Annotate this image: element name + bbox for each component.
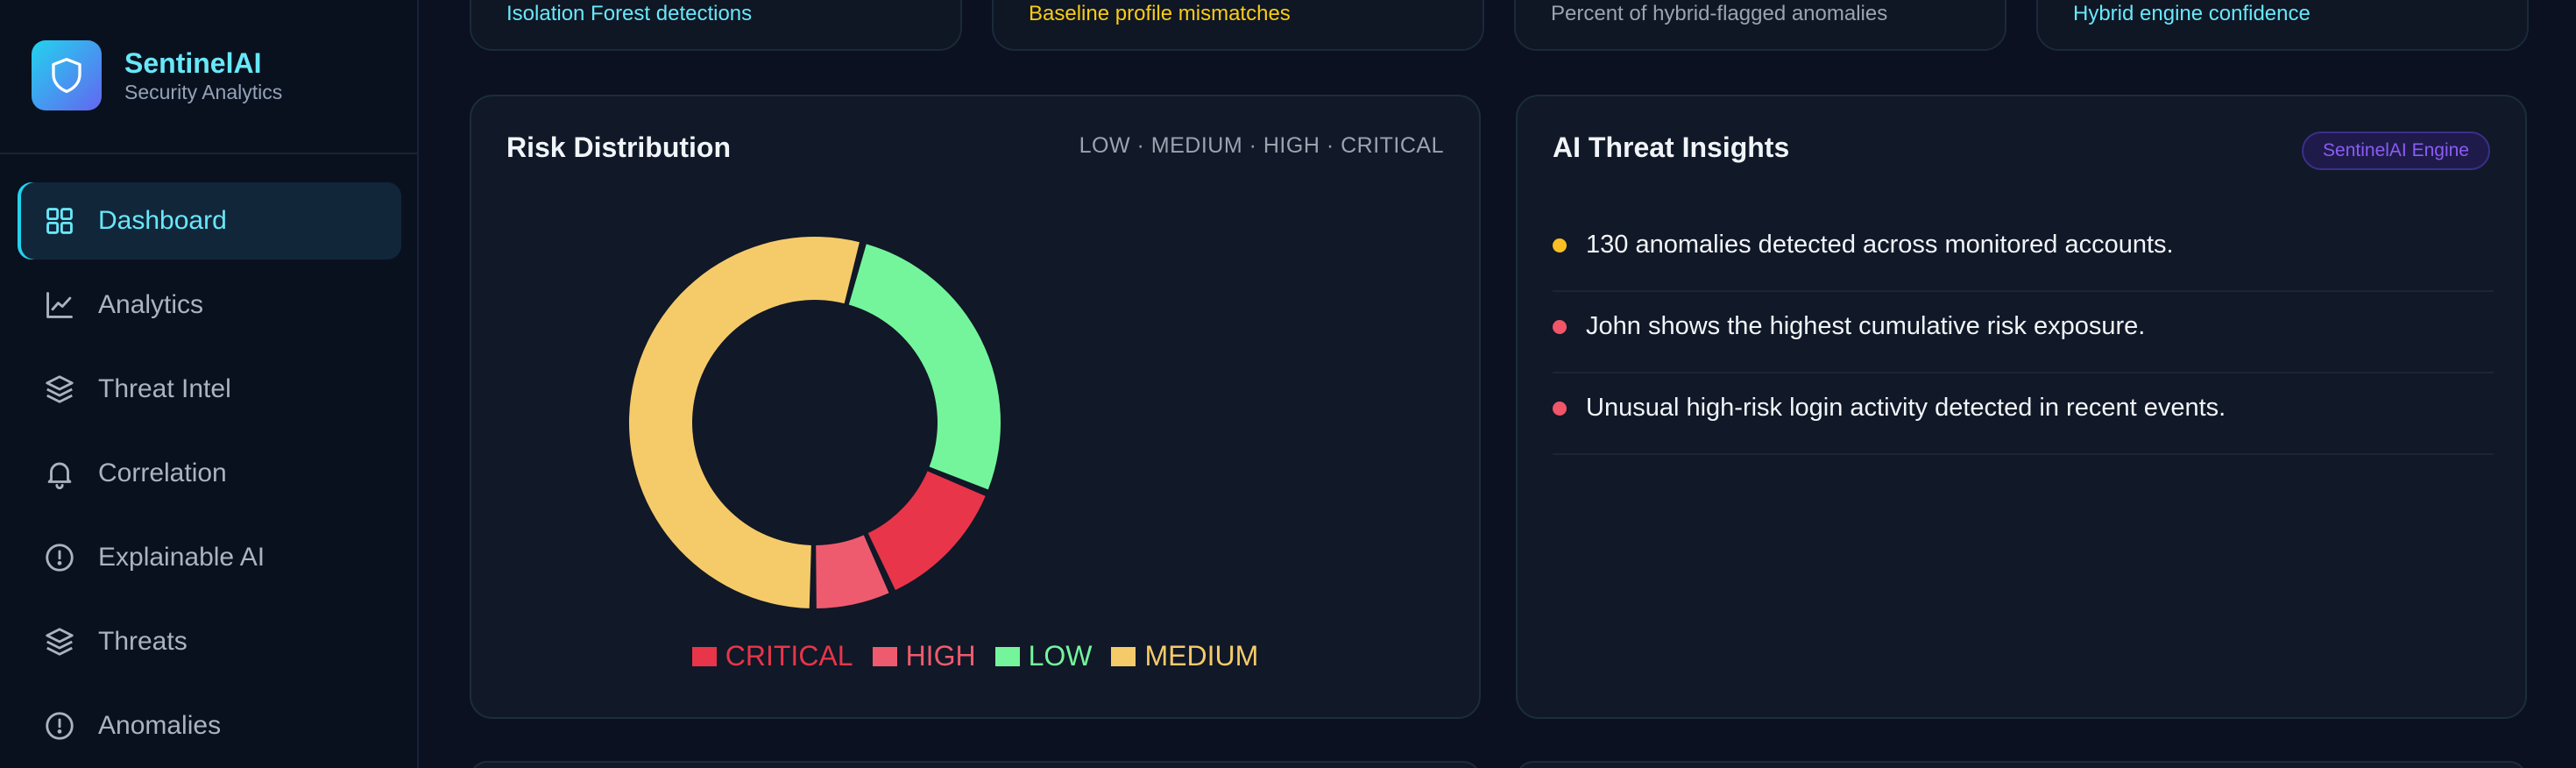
layers-icon	[42, 624, 77, 659]
alert-circle-icon	[42, 708, 77, 743]
risk-distribution-panel: Risk Distribution LOW · MEDIUM · HIGH · …	[470, 95, 1481, 719]
stat-card-caption: Baseline profile mismatches	[1029, 2, 1291, 25]
stat-card-baseline-mismatches: Baseline profile mismatches	[992, 0, 1484, 51]
donut-slice-low[interactable]	[848, 244, 1001, 490]
insight-text: John shows the highest cumulative risk e…	[1586, 312, 2146, 340]
brand-name: SentinelAI	[124, 47, 262, 79]
legend-item-critical[interactable]: CRITICAL	[691, 640, 853, 672]
alert-dot-icon	[1553, 401, 1567, 416]
engine-badge: SentinelAI Engine	[2302, 132, 2490, 170]
sidebar-nav: Dashboard Analytics Threat Intel Correla…	[18, 182, 401, 768]
legend-item-medium[interactable]: MEDIUM	[1111, 640, 1258, 672]
warning-dot-icon	[1553, 238, 1567, 252]
donut-slice-high[interactable]	[816, 535, 889, 608]
donut-slice-critical[interactable]	[867, 471, 986, 591]
legend-swatch	[994, 646, 1020, 666]
layers-icon	[42, 372, 77, 407]
sidebar-item-label: Explainable AI	[98, 543, 265, 572]
risk-legend: CRITICAL HIGH LOW MEDIUM	[471, 640, 1479, 672]
lower-panel-right	[1516, 761, 2527, 768]
insight-item: John shows the highest cumulative risk e…	[1553, 292, 2494, 373]
risk-distribution-title: Risk Distribution	[506, 132, 732, 163]
ai-threat-insights-panel: AI Threat Insights SentinelAI Engine 130…	[1516, 95, 2527, 719]
shield-logo-icon	[32, 40, 102, 110]
legend-swatch	[691, 646, 717, 666]
insight-item: 130 anomalies detected across monitored …	[1553, 210, 2494, 292]
stat-card-caption: Hybrid engine confidence	[2073, 2, 2311, 25]
sidebar-item-label: Dashboard	[98, 206, 227, 235]
main-content: Isolation Forest detections Baseline pro…	[419, 0, 2576, 768]
risk-levels-caption: LOW · MEDIUM · HIGH · CRITICAL	[1079, 133, 1444, 158]
insight-item: Unusual high-risk login activity detecte…	[1553, 373, 2494, 455]
sidebar-item-threats[interactable]: Threats	[18, 603, 401, 680]
legend-label: HIGH	[905, 640, 976, 672]
legend-label: MEDIUM	[1144, 640, 1259, 672]
legend-item-high[interactable]: HIGH	[872, 640, 976, 672]
sidebar-item-label: Threat Intel	[98, 374, 231, 403]
legend-item-low[interactable]: LOW	[994, 640, 1093, 672]
legend-label: LOW	[1028, 640, 1093, 672]
brand[interactable]: SentinelAI Security Analytics	[32, 40, 282, 110]
sidebar-item-analytics[interactable]: Analytics	[18, 267, 401, 344]
donut-slice-medium[interactable]	[629, 237, 860, 608]
sidebar-item-label: Correlation	[98, 459, 227, 487]
sidebar-item-correlation[interactable]: Correlation	[18, 435, 401, 512]
insights-title: AI Threat Insights	[1553, 132, 1790, 163]
insight-text: 130 anomalies detected across monitored …	[1586, 231, 2174, 259]
insight-list: 130 anomalies detected across monitored …	[1553, 210, 2494, 455]
stat-card-engine-confidence: Hybrid engine confidence	[2036, 0, 2529, 51]
legend-swatch	[872, 646, 897, 666]
stat-card-caption: Isolation Forest detections	[506, 2, 753, 25]
grid-icon	[42, 203, 77, 238]
stat-card-caption: Percent of hybrid-flagged anomalies	[1551, 2, 1888, 25]
line-chart-icon	[42, 288, 77, 323]
sidebar-divider	[0, 153, 419, 154]
sidebar: SentinelAI Security Analytics Dashboard …	[0, 0, 419, 768]
stat-card-isolation-forest: Isolation Forest detections	[470, 0, 962, 51]
sidebar-item-anomalies[interactable]: Anomalies	[18, 687, 401, 764]
risk-donut-chart	[629, 237, 1001, 608]
sidebar-item-label: Analytics	[98, 290, 204, 319]
legend-label: CRITICAL	[725, 640, 853, 672]
sidebar-item-label: Threats	[98, 627, 188, 656]
insight-text: Unusual high-risk login activity detecte…	[1586, 394, 2226, 422]
sidebar-item-explainable-ai[interactable]: Explainable AI	[18, 519, 401, 596]
alert-circle-icon	[42, 540, 77, 575]
sidebar-item-threat-intel[interactable]: Threat Intel	[18, 351, 401, 428]
stat-card-hybrid-percent: Percent of hybrid-flagged anomalies	[1514, 0, 2006, 51]
alert-dot-icon	[1553, 319, 1567, 334]
legend-swatch	[1111, 646, 1136, 666]
bell-icon	[42, 456, 77, 491]
sidebar-item-dashboard[interactable]: Dashboard	[18, 182, 401, 260]
sidebar-item-label: Anomalies	[98, 711, 222, 740]
brand-subtitle: Security Analytics	[124, 81, 283, 103]
lower-panel-left	[470, 761, 1481, 768]
